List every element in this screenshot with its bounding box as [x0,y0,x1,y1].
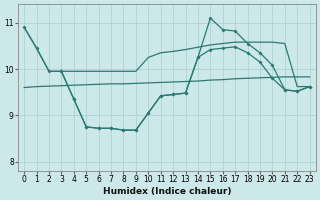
X-axis label: Humidex (Indice chaleur): Humidex (Indice chaleur) [103,187,231,196]
